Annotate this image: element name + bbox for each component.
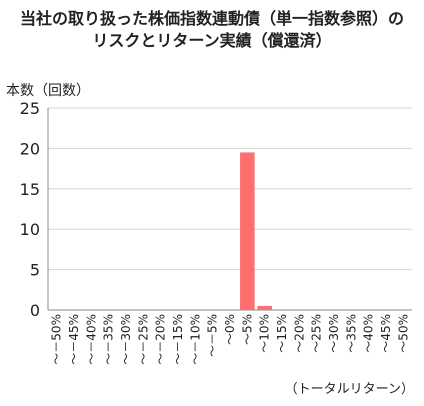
y-tick-label: 25 [20, 99, 40, 118]
x-tick-label: 〜－30% [119, 314, 133, 365]
x-tick-label: 〜15% [275, 314, 289, 353]
x-tick-label: 〜45% [379, 314, 393, 353]
bar [257, 305, 272, 310]
x-tick-label: 〜25% [310, 314, 324, 353]
x-tick-label: 〜50% [396, 314, 410, 353]
y-tick-label: 20 [20, 139, 40, 158]
x-axis-label: （トータルリターン） [284, 382, 414, 397]
x-tick-label: 〜5% [240, 314, 254, 345]
x-tick-label: 〜－15% [171, 314, 185, 365]
y-tick-label: 10 [20, 220, 40, 239]
x-tick-label: 〜－10% [188, 314, 202, 365]
y-axis-label: 本数（回数） [6, 83, 90, 99]
x-tick-label: 〜40% [362, 314, 376, 353]
y-tick-label: 0 [30, 301, 40, 320]
x-tick-label: 〜0% [223, 314, 237, 345]
x-tick-label: 〜－40% [84, 314, 98, 365]
chart-title-line-1: 当社の取り扱った株価指数連動債（単一指数参照）の [19, 9, 404, 28]
chart-title-line-2: リスクとリターン実績（償還済） [92, 31, 332, 50]
x-tick-label: 〜－50% [50, 314, 64, 365]
y-tick-label: 5 [30, 261, 40, 280]
chart-title: 当社の取り扱った株価指数連動債（単一指数参照）の リスクとリターン実績（償還済） [0, 8, 424, 52]
x-tick-label: 〜－45% [67, 314, 81, 365]
x-tick-label: 〜10% [258, 314, 272, 353]
x-tick-label: 〜20% [292, 314, 306, 353]
x-tick-label: 〜－20% [154, 314, 168, 365]
y-tick-label: 15 [20, 180, 40, 199]
x-tick-label: 〜－5% [206, 314, 220, 357]
x-tick-label: 〜35% [344, 314, 358, 353]
bar [240, 152, 255, 310]
x-tick-label: 〜－35% [102, 314, 116, 365]
x-tick-label: 〜30% [327, 314, 341, 353]
x-tick-label: 〜－25% [136, 314, 150, 365]
